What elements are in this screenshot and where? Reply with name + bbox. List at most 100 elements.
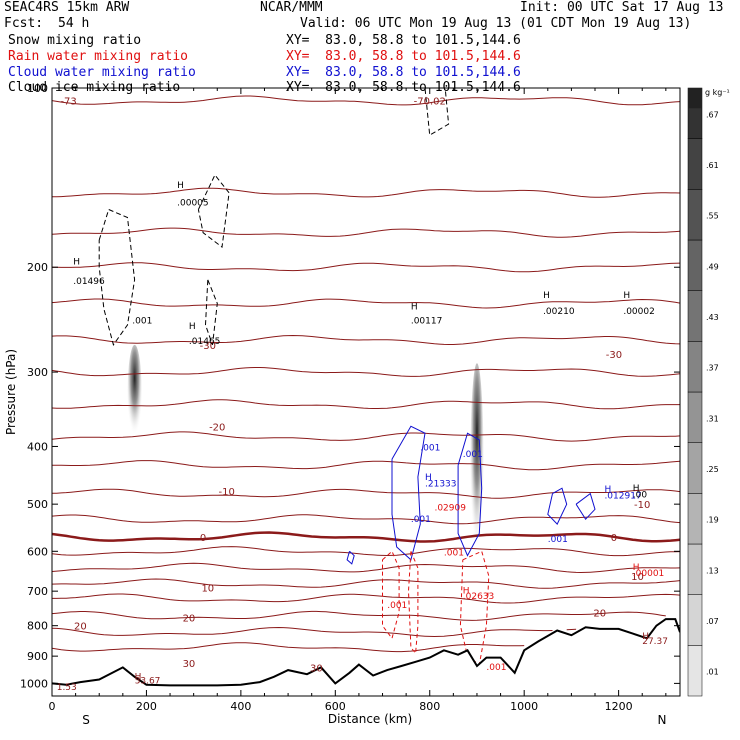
contour-annotation-9: H bbox=[543, 291, 550, 301]
contour-annotation-15: .21333 bbox=[425, 480, 457, 490]
y-tick-label-7: 800 bbox=[27, 620, 48, 633]
isotherm-label-9: 10 bbox=[201, 583, 214, 594]
y-tick-label-0: 100 bbox=[27, 82, 48, 95]
contour-annotation-11: H bbox=[623, 291, 630, 301]
forecast-hours: 54 h bbox=[58, 16, 90, 31]
isotherm-line-7 bbox=[52, 399, 680, 410]
field-cloudwater-name: Cloud water mixing ratio bbox=[8, 65, 196, 80]
isotherm-line-16 bbox=[52, 593, 680, 604]
y-tick-label-2: 300 bbox=[27, 366, 48, 379]
cloud-ice-contour-0 bbox=[98, 208, 136, 346]
contour-annotation-31: H bbox=[135, 673, 142, 683]
temperature-isotherms bbox=[52, 95, 680, 653]
y-tick-label-9: 1000 bbox=[20, 677, 48, 690]
model-title: SEAC4RS 15km ARW bbox=[4, 0, 130, 15]
contour-annotation-25: .001 bbox=[387, 601, 407, 611]
x-tick-label-2: 400 bbox=[230, 700, 251, 713]
cloud-water-contour-2 bbox=[547, 487, 568, 525]
snow-plume-1 bbox=[470, 363, 484, 560]
contour-annotation-23: .02909 bbox=[434, 504, 466, 514]
field-rain-name: Rain water mixing ratio bbox=[8, 49, 189, 64]
contour-annotation-34: 27.37 bbox=[642, 637, 668, 647]
y-axis-title: Pressure (hPa) bbox=[4, 349, 18, 435]
x-tick-label-1: 200 bbox=[136, 700, 157, 713]
field-rain-xy: XY= 83.0, 58.8 to 101.5,144.6 bbox=[286, 49, 521, 64]
isotherm-line-2 bbox=[52, 227, 680, 238]
isotherm-label-13: 20 bbox=[74, 622, 87, 633]
field-snow-name: Snow mixing ratio bbox=[8, 33, 142, 48]
contour-annotation-6: .01465 bbox=[189, 337, 221, 347]
contour-annotation-22: .00 bbox=[633, 491, 648, 501]
contour-annotation-1: .00005 bbox=[177, 198, 209, 208]
isotherm-label-8: 0 bbox=[611, 533, 617, 544]
field-cloudwater-xy: XY= 83.0, 58.8 to 101.5,144.6 bbox=[286, 65, 521, 80]
y-tick-label-4: 500 bbox=[27, 498, 48, 511]
colorbar-swatch-7 bbox=[687, 290, 703, 342]
init-time: Init: 00 UTC Sat 17 Aug 13 bbox=[520, 0, 724, 15]
colorbar-swatch-6 bbox=[687, 341, 703, 393]
colorbar-swatch-0 bbox=[687, 645, 703, 697]
isotherm-label-10: 10 bbox=[631, 572, 644, 583]
contour-annotation-3: .01496 bbox=[73, 277, 105, 287]
isotherm-line-3 bbox=[52, 262, 680, 273]
rain-water-contour-2 bbox=[459, 550, 490, 666]
contour-annotation-20: .012917 bbox=[604, 492, 641, 502]
contour-annotation-24: .001 bbox=[444, 548, 464, 558]
isotherm-label-2: -30 bbox=[200, 341, 216, 352]
isotherm-line-15 bbox=[52, 578, 680, 589]
colorbar-label-0: .01 bbox=[706, 668, 719, 677]
contour-annotation-21: H bbox=[633, 484, 640, 494]
colorbar-unit: g kg⁻¹ bbox=[705, 88, 730, 97]
isotherm-label-0: -73 bbox=[60, 97, 76, 108]
colorbar-label-4: .25 bbox=[706, 465, 719, 474]
colorbar-swatch-5 bbox=[687, 391, 703, 443]
colorbar-swatch-3 bbox=[687, 493, 703, 545]
colorbar-swatch-8 bbox=[687, 239, 703, 291]
valid-time: Valid: 06 UTC Mon 19 Aug 13 (01 CDT Mon … bbox=[300, 16, 692, 31]
contour-annotation-19: H bbox=[604, 485, 611, 495]
cloud-ice-contour-3 bbox=[204, 279, 218, 345]
cloud-water-contour-3 bbox=[575, 492, 596, 521]
isotherm-label-6: -10 bbox=[634, 500, 650, 511]
isotherm-label-12: 20 bbox=[593, 608, 606, 619]
contour-annotation-7: H bbox=[411, 303, 418, 313]
colorbar-label-10: .61 bbox=[706, 161, 719, 170]
cloud-water-contour-1 bbox=[457, 432, 483, 557]
colorbar-label-5: .31 bbox=[706, 414, 719, 423]
contour-annotation-35: 1.53 bbox=[57, 683, 77, 693]
isotherm-line-10 bbox=[52, 488, 680, 499]
colorbar-swatch-10 bbox=[687, 138, 703, 190]
isotherm-label-5: -10 bbox=[219, 487, 235, 498]
contour-annotation-5: H bbox=[189, 322, 196, 332]
cloud-ice-contour-1 bbox=[197, 174, 230, 249]
x-tick-label-4: 800 bbox=[419, 700, 440, 713]
contour-annotation-27: .02633 bbox=[463, 592, 495, 602]
colorbar-label-1: .07 bbox=[706, 617, 719, 626]
field-snow-xy: XY= 83.0, 58.8 to 101.5,144.6 bbox=[286, 33, 521, 48]
terrain-line bbox=[52, 618, 680, 687]
y-tick-label-8: 900 bbox=[27, 650, 48, 663]
isotherm-line-14 bbox=[52, 562, 680, 574]
contour-annotation-14: H bbox=[425, 473, 432, 483]
contour-annotation-32: 33.67 bbox=[135, 676, 161, 686]
isotherm-line-1 bbox=[52, 187, 680, 198]
x-tick-label-6: 1200 bbox=[605, 700, 633, 713]
isotherm-line-8 bbox=[52, 431, 680, 442]
axes: 0 200 400 600 800 1000 12001002003004005006007… bbox=[20, 82, 680, 713]
isotherm-label-4: -20 bbox=[209, 422, 225, 433]
hydrometeor-contours bbox=[98, 88, 596, 666]
contour-annotation-18: .001 bbox=[548, 535, 568, 545]
colorbar-top-swatch bbox=[688, 88, 702, 109]
y-tick-label-1: 200 bbox=[27, 261, 48, 274]
colorbar-label-2: .13 bbox=[706, 566, 719, 575]
colorbar-swatch-1 bbox=[687, 594, 703, 646]
isotherm-line-4 bbox=[52, 298, 680, 309]
isotherm-label-1: -70.02 bbox=[414, 97, 446, 108]
contour-annotation-2: H bbox=[73, 258, 80, 268]
colorbar-label-7: .43 bbox=[706, 313, 719, 322]
isotherm-label-14: 30 bbox=[183, 659, 196, 670]
colorbar-label-11: .67 bbox=[706, 110, 719, 119]
y-tick-label-5: 600 bbox=[27, 545, 48, 558]
contour-annotation-10: .00210 bbox=[543, 307, 575, 317]
cloud-ice-contour-2 bbox=[424, 88, 450, 136]
